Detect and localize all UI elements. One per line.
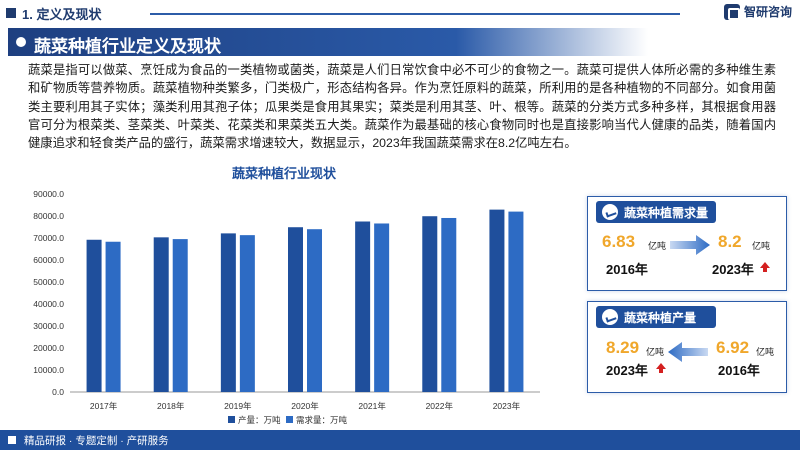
right-arrow-icon bbox=[670, 235, 710, 255]
bar-production bbox=[86, 239, 102, 392]
x-tick-label: 2017年 bbox=[90, 401, 118, 411]
bar-production bbox=[422, 216, 438, 392]
brand-name: 智研咨询 bbox=[743, 5, 792, 19]
demand-card-header: 蔬菜种植需求量 bbox=[596, 201, 716, 223]
bar-demand bbox=[441, 217, 457, 392]
footer-square-icon bbox=[8, 436, 16, 444]
x-tick-label: 2022年 bbox=[426, 401, 454, 411]
brand-logo-icon bbox=[723, 3, 740, 20]
bar-demand bbox=[105, 241, 121, 392]
y-tick-label: 80000.0 bbox=[33, 211, 64, 221]
production-from-value: 6.92 bbox=[716, 338, 750, 357]
top-divider bbox=[150, 13, 680, 15]
bar-production bbox=[153, 237, 169, 392]
x-tick-label: 2020年 bbox=[291, 401, 319, 411]
demand-to-year: 2023年 bbox=[712, 262, 754, 277]
bar-demand bbox=[307, 229, 322, 392]
production-card-header: 蔬菜种植产量 bbox=[596, 306, 716, 328]
production-card: 蔬菜种植产量 8.29 亿吨 2023年 6.92 亿吨 2016年 bbox=[587, 301, 787, 393]
bar-demand bbox=[172, 239, 188, 392]
section-square-icon bbox=[6, 8, 16, 18]
demand-to-unit: 亿吨 bbox=[752, 241, 771, 251]
footer-text: 精品研报 · 专题定制 · 产研服务 bbox=[24, 435, 169, 447]
bar-production bbox=[489, 209, 505, 392]
page-title: 蔬菜种植行业定义及现状 bbox=[34, 37, 221, 56]
y-tick-label: 40000.0 bbox=[33, 299, 64, 309]
demand-from-value: 6.83 bbox=[602, 232, 636, 251]
x-tick-label: 2023年 bbox=[493, 401, 521, 411]
bar-chart: 0.0 10000.0 20000.0 30000.0 40000.0 50000.0 60… bbox=[33, 189, 540, 425]
bar-production bbox=[288, 227, 303, 392]
intro-paragraph: 蔬菜是指可以做菜、烹饪成为食品的一类植物或菌类，蔬菜是人们日常饮食中必不可少的食… bbox=[28, 63, 776, 151]
x-tick-label: 2021年 bbox=[358, 401, 386, 411]
demand-from-unit: 亿吨 bbox=[648, 241, 667, 251]
y-tick-label: 10000.0 bbox=[33, 365, 64, 375]
bar-demand bbox=[508, 211, 524, 392]
growth-chart-icon bbox=[602, 309, 618, 325]
x-tick-label: 2019年 bbox=[224, 401, 252, 411]
y-tick-label: 90000.0 bbox=[33, 189, 64, 199]
legend-swatch bbox=[228, 416, 235, 423]
y-tick-label: 0.0 bbox=[52, 387, 64, 397]
demand-from-year: 2016年 bbox=[606, 262, 648, 277]
production-to-year: 2023年 bbox=[606, 363, 648, 378]
x-tick-label: 2018年 bbox=[157, 401, 185, 411]
up-arrow-icon bbox=[656, 363, 666, 373]
y-tick-label: 60000.0 bbox=[33, 255, 64, 265]
banner-dot-icon bbox=[16, 37, 26, 47]
bar-production bbox=[355, 221, 371, 392]
demand-to-value: 8.2 bbox=[718, 232, 742, 251]
y-tick-label: 20000.0 bbox=[33, 343, 64, 353]
y-tick-label: 70000.0 bbox=[33, 233, 64, 243]
bar-demand bbox=[374, 223, 390, 392]
y-tick-label: 30000.0 bbox=[33, 321, 64, 331]
production-card-title: 蔬菜种植产量 bbox=[624, 310, 697, 325]
demand-card: 蔬菜种植需求量 6.83 亿吨 2016年 8.2 亿吨 2023年 bbox=[587, 196, 787, 291]
bar-production bbox=[220, 233, 236, 392]
production-from-unit: 亿吨 bbox=[756, 347, 775, 357]
section-label-text: 1. 定义及现状 bbox=[22, 6, 102, 22]
top-bar: 1. 定义及现状 智研咨询 bbox=[0, 0, 800, 26]
y-tick-label: 50000.0 bbox=[33, 277, 64, 287]
production-to-value: 8.29 bbox=[606, 338, 640, 357]
legend-entry: 产量：万吨 bbox=[238, 415, 281, 425]
title-banner: 蔬菜种植行业定义及现状 bbox=[8, 28, 648, 56]
legend-swatch bbox=[286, 416, 293, 423]
production-from-year: 2016年 bbox=[718, 363, 760, 378]
section-label: 1. 定义及现状 bbox=[6, 4, 101, 22]
demand-card-title: 蔬菜种植需求量 bbox=[624, 205, 709, 220]
growth-chart-icon bbox=[602, 204, 618, 220]
legend-entry: 需求量：万吨 bbox=[296, 415, 348, 425]
production-to-unit: 亿吨 bbox=[646, 347, 665, 357]
bar-demand bbox=[239, 235, 255, 392]
brand: 智研咨询 bbox=[723, 3, 792, 20]
up-arrow-icon bbox=[760, 262, 770, 272]
chart-title: 蔬菜种植行业现状 bbox=[232, 166, 337, 181]
left-arrow-icon bbox=[668, 342, 708, 362]
footer-bar: 精品研报 · 专题定制 · 产研服务 bbox=[0, 430, 800, 450]
